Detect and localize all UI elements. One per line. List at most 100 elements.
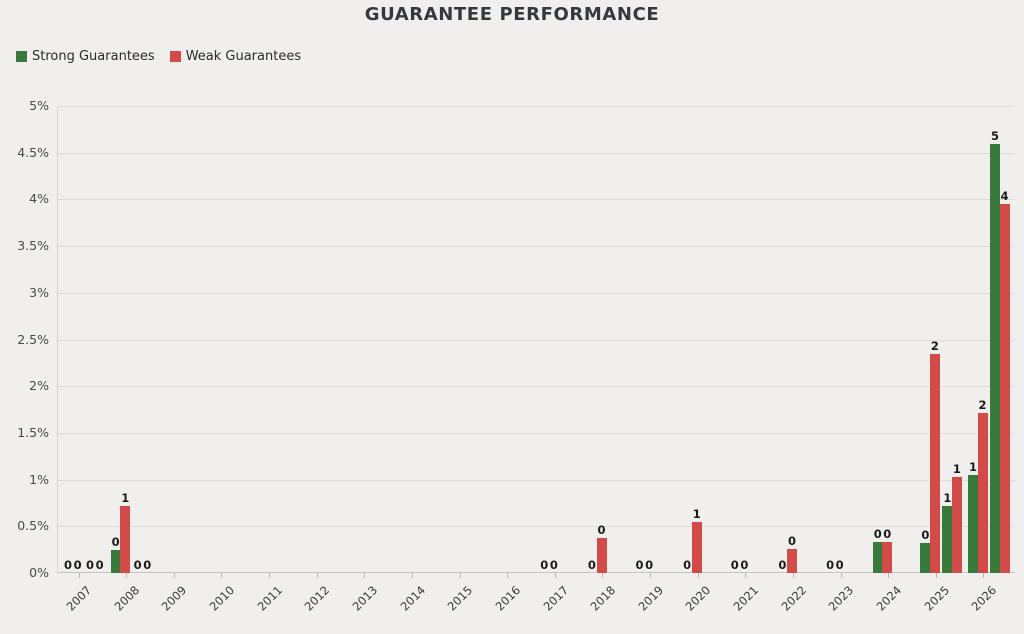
bar-weak-2026-1 — [977, 413, 988, 573]
bar-weak-2025-2 — [951, 476, 962, 573]
y-tick-label: 0% — [29, 565, 49, 580]
bar-strong-2026-2 — [989, 144, 1000, 573]
bar-value-label: 0 — [883, 527, 892, 542]
bar-value-label: 0 — [95, 558, 104, 572]
x-axis-label-2008: 2008 — [111, 583, 143, 614]
bar-value-label: 0 — [740, 558, 749, 572]
y-tick-label: 2% — [29, 378, 49, 394]
x-tick — [411, 573, 413, 578]
legend-item-weak-guarantees[interactable]: Weak Guarantees — [169, 49, 302, 64]
bar-weak-2024-1 — [882, 542, 893, 573]
bar-strong-2026-1 — [967, 474, 978, 573]
y-axis-line — [57, 106, 58, 574]
x-tick — [316, 573, 318, 578]
x-axis-label-2025: 2025 — [921, 583, 952, 614]
strong-guarantees-swatch-icon — [16, 51, 27, 62]
bar-value-label: 0 — [540, 558, 549, 572]
bar-weak-2018-1 — [596, 537, 607, 573]
x-tick — [745, 573, 747, 578]
x-tick — [507, 573, 509, 578]
bar-value-label: 0 — [635, 558, 644, 572]
bar-strong-2025-2 — [942, 505, 953, 573]
x-axis-label-2010: 2010 — [206, 583, 238, 614]
bar-weak-2020-1 — [691, 521, 702, 573]
legend-label: Weak Guarantees — [185, 49, 302, 64]
x-axis-label-2019: 2019 — [635, 583, 666, 614]
gridline — [57, 339, 1015, 341]
x-tick — [602, 573, 604, 578]
y-tick-label: 1.5% — [17, 424, 49, 440]
y-tick-label: 1% — [29, 471, 49, 487]
bar-value-label: 2 — [978, 398, 987, 413]
chart-title: GUARANTEE PERFORMANCE — [364, 4, 660, 25]
bar-value-label: 1 — [968, 459, 977, 474]
bar-strong-2024-1 — [872, 542, 883, 573]
x-tick — [221, 573, 223, 578]
bar-weak-2008-1 — [120, 505, 131, 573]
bar-value-label: 0 — [873, 527, 882, 542]
y-tick-label: 0.5% — [17, 518, 49, 534]
x-axis-label-2017: 2017 — [540, 583, 571, 614]
gridline — [57, 106, 1015, 107]
x-tick — [126, 573, 128, 578]
gridline — [57, 152, 1015, 154]
bar-value-label: 0 — [778, 558, 787, 572]
y-tick-label: 5% — [29, 98, 49, 113]
x-tick — [459, 573, 461, 578]
bar-value-label: 0 — [597, 522, 606, 537]
gridline — [57, 526, 1015, 528]
x-tick — [173, 573, 175, 578]
bar-strong-2025-1 — [920, 543, 931, 573]
bar-value-label: 0 — [133, 558, 142, 572]
bar-value-label: 4 — [1000, 189, 1009, 204]
x-tick — [697, 573, 699, 578]
bar-value-label: 1 — [692, 506, 701, 521]
x-axis-label-2015: 2015 — [444, 583, 476, 614]
bar-value-label: 1 — [943, 490, 952, 505]
bar-value-label: 0 — [587, 558, 596, 572]
bar-value-label: 0 — [143, 558, 152, 572]
x-tick — [983, 573, 985, 578]
bar-weak-2022-1 — [787, 548, 798, 573]
y-tick-label: 3% — [29, 284, 49, 300]
legend-item-strong-guarantees[interactable]: Strong Guarantees — [16, 49, 155, 64]
weak-guarantees-swatch-icon — [169, 51, 181, 62]
bar-value-label: 2 — [930, 338, 939, 353]
bar-strong-2008-1 — [110, 549, 121, 573]
x-axis-line — [57, 572, 1015, 573]
x-tick — [650, 573, 652, 578]
bar-weak-2026-2 — [999, 204, 1010, 573]
x-tick — [554, 573, 556, 578]
bar-value-label: 1 — [952, 461, 961, 476]
y-tick-label: 4.5% — [17, 144, 49, 160]
gridline — [57, 432, 1015, 434]
bar-value-label: 0 — [111, 534, 120, 549]
bar-value-label: 0 — [63, 558, 73, 572]
x-axis-label-2012: 2012 — [301, 583, 333, 614]
bar-value-label: 0 — [730, 558, 739, 572]
bar-value-label: 5 — [990, 129, 999, 144]
x-tick — [792, 573, 794, 578]
x-axis-label-2014: 2014 — [397, 583, 428, 614]
bar-value-label: 0 — [549, 558, 558, 572]
x-axis-label-2011: 2011 — [254, 583, 285, 614]
x-tick — [935, 573, 937, 578]
bar-value-label: 0 — [73, 558, 82, 572]
x-tick — [364, 573, 366, 578]
x-axis-label-2016: 2016 — [492, 583, 524, 614]
x-axis-label-2022: 2022 — [778, 583, 809, 614]
x-axis-label-2023: 2023 — [825, 583, 857, 614]
x-axis-label-2009: 2009 — [159, 583, 190, 614]
bar-value-label: 0 — [85, 558, 95, 572]
bar-value-label: 1 — [121, 490, 130, 505]
gridline — [57, 386, 1015, 388]
bar-value-label: 0 — [835, 558, 844, 572]
x-axis-label-2013: 2013 — [349, 583, 381, 614]
y-tick-label: 3.5% — [17, 238, 49, 254]
y-tick-label: 4% — [29, 191, 49, 207]
x-tick — [78, 573, 80, 578]
x-axis-label-2007: 2007 — [63, 583, 95, 614]
x-axis-label-2020: 2020 — [682, 583, 714, 614]
bar-value-label: 0 — [683, 558, 692, 572]
